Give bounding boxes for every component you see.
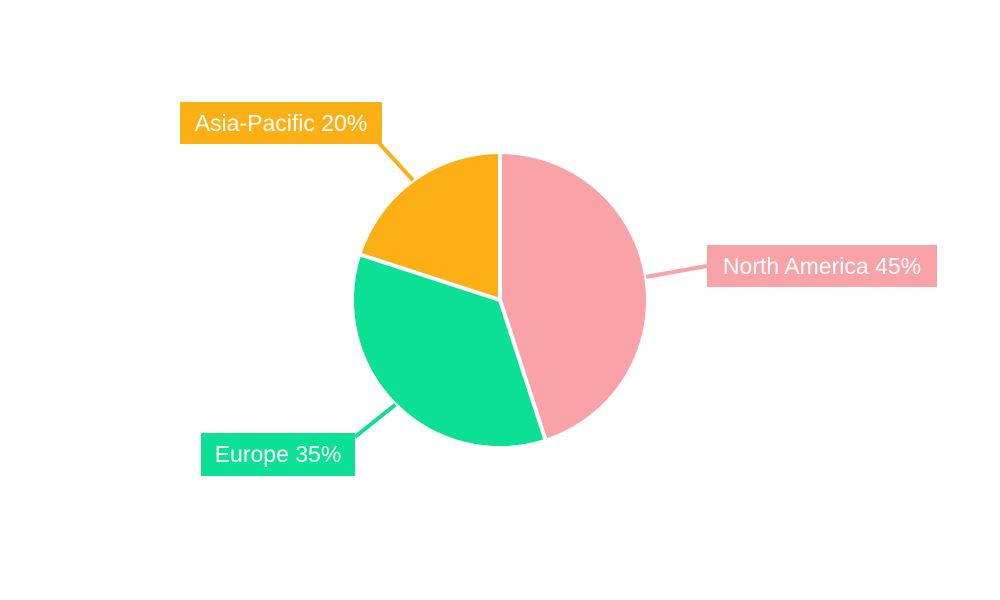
leader-line-north-america <box>645 264 708 279</box>
slice-label-asia-pacific: Asia-Pacific 20% <box>180 102 382 144</box>
leader-line-asia-pacific <box>377 141 415 182</box>
pie-slice-north-america <box>498 150 650 443</box>
pie-slice-asia-pacific <box>357 150 502 302</box>
leader-line-europe <box>353 403 397 439</box>
pie-slice-europe <box>350 252 548 450</box>
slice-label-north-america: North America 45% <box>707 245 937 287</box>
slice-label-europe-text: Europe 35% <box>214 441 342 467</box>
slice-label-europe: Europe 35% <box>201 433 355 476</box>
slice-label-asia-pacific-text: Asia-Pacific 20% <box>194 109 368 136</box>
slice-label-north-america-text: North America 45% <box>722 252 922 279</box>
